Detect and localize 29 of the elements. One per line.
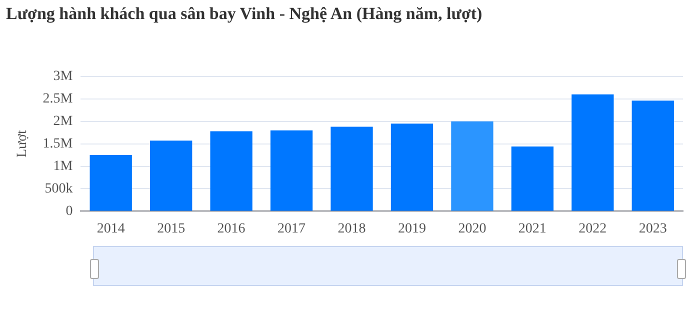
bar xyxy=(90,155,132,211)
bar xyxy=(270,130,313,211)
bar xyxy=(150,140,192,211)
y-tick-label: 0 xyxy=(66,204,73,219)
bar xyxy=(632,100,674,211)
y-tick-label: 500k xyxy=(44,181,73,196)
x-tick-label: 2014 xyxy=(96,221,125,236)
y-tick-label: 1M xyxy=(53,158,74,174)
bar xyxy=(451,121,494,211)
x-tick-label: 2021 xyxy=(518,221,546,236)
y-tick-label: 2M xyxy=(53,114,74,130)
y-axis-title: Lượt xyxy=(15,130,30,158)
y-tick-label: 3M xyxy=(53,69,74,84)
x-tick-label: 2019 xyxy=(398,221,426,236)
bar xyxy=(511,146,554,211)
x-tick-label: 2018 xyxy=(338,221,366,236)
x-tick-label: 2015 xyxy=(157,221,186,236)
x-tick-label: 2017 xyxy=(278,221,306,236)
x-tick-label: 2020 xyxy=(458,221,486,236)
y-tick-label: 2.5M xyxy=(42,92,74,107)
bar xyxy=(210,131,252,211)
x-tick-label: 2016 xyxy=(217,221,246,236)
x-tick-label: 2023 xyxy=(638,221,667,236)
x-tick-label: 2022 xyxy=(578,221,607,236)
bar xyxy=(330,126,373,211)
y-tick-label: 1.5M xyxy=(42,136,74,152)
chart-title: Lượng hành khách qua sân bay Vinh - Nghệ An (Hàng năm, lượt) xyxy=(6,4,482,24)
bar xyxy=(390,124,434,211)
bar xyxy=(572,94,614,211)
